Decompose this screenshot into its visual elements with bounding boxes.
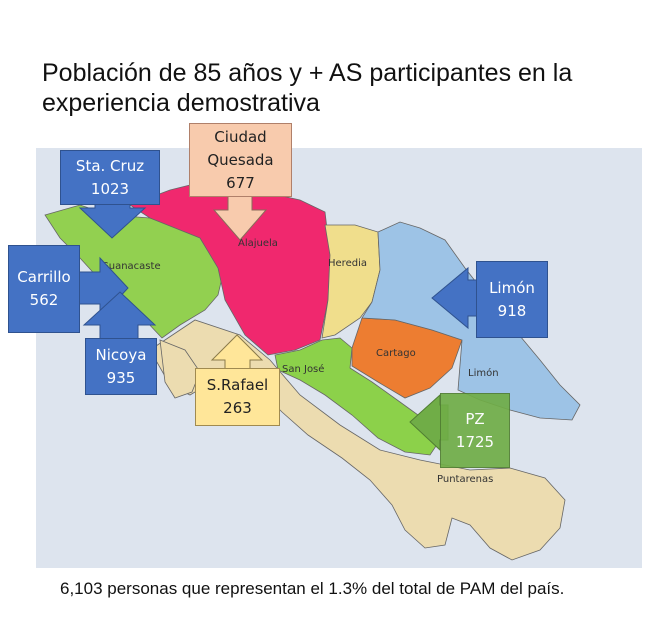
footer-text: 6,103 personas que representan el 1.3% d… <box>60 579 565 598</box>
callout-s-rafael: S.Rafael 263 <box>195 368 280 426</box>
label-guanacaste: Guanacaste <box>101 261 161 272</box>
arrow-nicoya <box>82 291 157 341</box>
label-cartago: Cartago <box>376 348 416 359</box>
callout-limon-value: 918 <box>497 301 527 320</box>
callout-ciudad-quesada-value: 677 <box>226 173 255 192</box>
arrow-ciudad-quesada <box>212 195 268 241</box>
slide-title: Población de 85 años y + AS participante… <box>42 59 573 117</box>
callout-sta-cruz-name: Sta. Cruz <box>75 156 145 175</box>
label-limon: Limón <box>468 367 499 379</box>
label-puntarenas: Puntarenas <box>437 474 493 485</box>
label-heredia: Heredia <box>328 258 367 269</box>
callout-sta-cruz-value: 1023 <box>90 179 130 198</box>
callout-pz-value: 1725 <box>455 432 495 451</box>
callout-ciudad-quesada-line1: Ciudad <box>214 127 267 146</box>
callout-ciudad-quesada: Ciudad Quesada 677 <box>189 123 292 197</box>
region-heredia <box>321 224 381 339</box>
callout-carrillo: Carrillo 562 <box>8 245 80 333</box>
region-limon <box>361 221 581 421</box>
callout-sta-cruz: Sta. Cruz 1023 <box>60 150 160 205</box>
label-san-jose: San José <box>282 363 324 375</box>
callout-pz-name: PZ <box>465 409 485 428</box>
callout-limon: Limón 918 <box>476 261 548 338</box>
callout-nicoya: Nicoya 935 <box>85 338 157 395</box>
callout-carrillo-name: Carrillo <box>17 268 71 286</box>
callout-s-rafael-value: 263 <box>223 399 252 417</box>
region-puntarenas-nicoya <box>159 339 201 399</box>
label-alajuela: Alajuela <box>238 238 278 249</box>
callout-s-rafael-name: S.Rafael <box>206 376 269 394</box>
callout-carrillo-value: 562 <box>29 291 59 309</box>
callout-nicoya-value: 935 <box>106 368 136 387</box>
callout-limon-name: Limón <box>489 278 535 297</box>
callout-nicoya-name: Nicoya <box>95 345 147 364</box>
callout-pz: PZ 1725 <box>440 393 510 468</box>
callout-ciudad-quesada-line2: Quesada <box>207 150 274 169</box>
